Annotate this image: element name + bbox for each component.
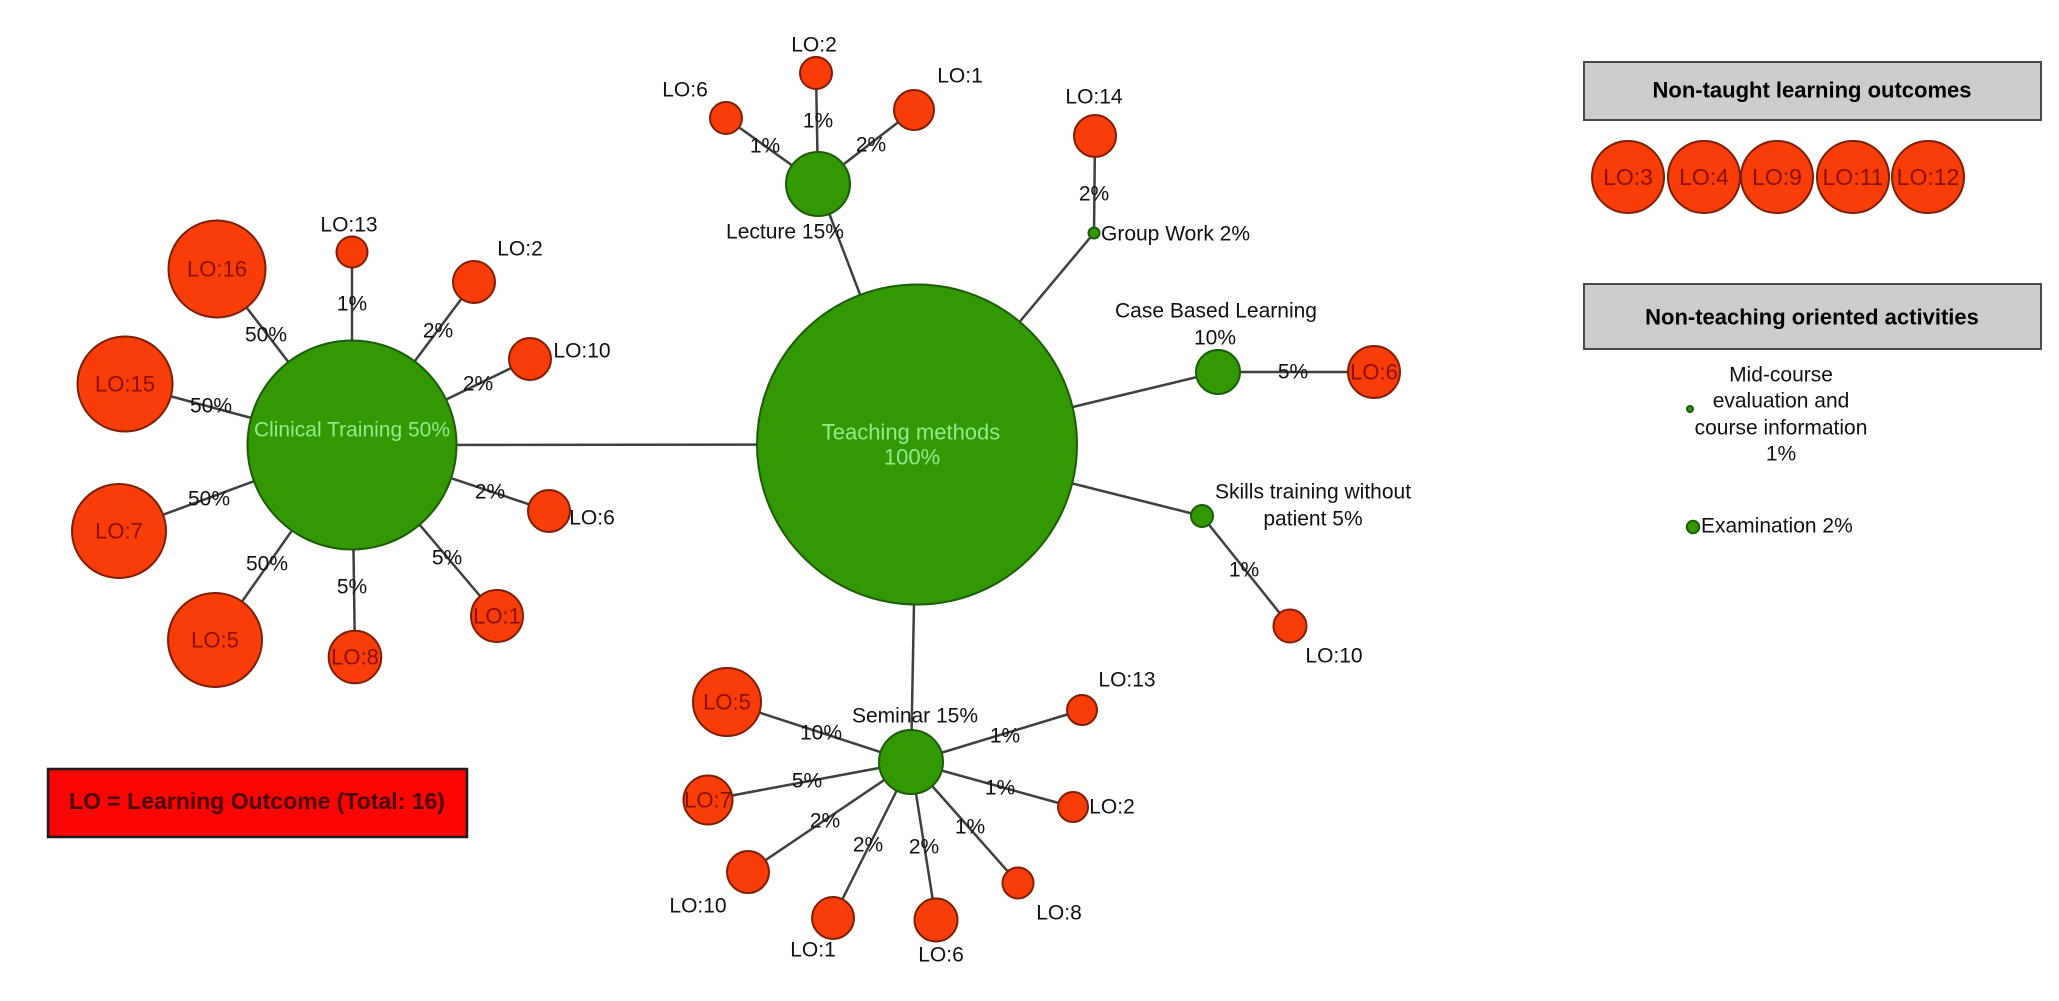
svg-text:evaluation and: evaluation and xyxy=(1713,390,1850,413)
svg-text:Case Based Learning: Case Based Learning xyxy=(1115,300,1317,323)
svg-text:LO:6: LO:6 xyxy=(918,944,964,967)
svg-text:LO:4: LO:4 xyxy=(1679,164,1729,190)
svg-text:patient 5%: patient 5% xyxy=(1263,508,1362,531)
svg-text:1%: 1% xyxy=(337,293,367,316)
svg-text:LO:1: LO:1 xyxy=(790,939,836,962)
svg-text:LO:8: LO:8 xyxy=(1036,902,1082,925)
svg-text:10%: 10% xyxy=(800,722,842,745)
svg-text:100%: 100% xyxy=(884,445,940,470)
svg-text:LO:6: LO:6 xyxy=(1350,360,1398,385)
svg-text:LO:10: LO:10 xyxy=(553,340,610,363)
svg-text:50%: 50% xyxy=(188,488,230,511)
svg-text:LO:13: LO:13 xyxy=(320,214,377,237)
svg-text:5%: 5% xyxy=(432,547,462,570)
svg-text:LO:9: LO:9 xyxy=(1752,164,1802,190)
svg-text:LO:5: LO:5 xyxy=(703,690,751,715)
svg-text:2%: 2% xyxy=(463,373,493,396)
svg-text:LO:6: LO:6 xyxy=(662,79,708,102)
svg-text:LO = Learning Outcome (Total:: LO = Learning Outcome (Total: 16) xyxy=(69,788,445,814)
svg-text:LO:2: LO:2 xyxy=(791,34,837,57)
svg-text:Teaching methods: Teaching methods xyxy=(822,420,1001,445)
svg-text:Seminar 15%: Seminar 15% xyxy=(852,705,978,728)
svg-text:1%: 1% xyxy=(750,135,780,158)
svg-text:1%: 1% xyxy=(990,725,1020,748)
svg-text:2%: 2% xyxy=(853,834,883,857)
svg-text:LO:2: LO:2 xyxy=(1089,796,1135,819)
svg-text:1%: 1% xyxy=(1766,443,1796,466)
svg-text:LO:11: LO:11 xyxy=(1823,164,1884,190)
svg-text:Mid-course: Mid-course xyxy=(1729,364,1833,387)
svg-text:LO:6: LO:6 xyxy=(569,507,615,530)
svg-text:50%: 50% xyxy=(246,553,288,576)
svg-text:LO:2: LO:2 xyxy=(497,238,543,261)
svg-text:Lecture 15%: Lecture 15% xyxy=(726,221,844,244)
svg-text:10%: 10% xyxy=(1194,327,1236,350)
svg-text:LO:14: LO:14 xyxy=(1065,86,1123,109)
svg-text:LO:8: LO:8 xyxy=(331,645,379,670)
svg-text:50%: 50% xyxy=(190,395,232,418)
svg-text:LO:7: LO:7 xyxy=(95,519,143,544)
svg-text:LO:13: LO:13 xyxy=(1098,669,1155,692)
svg-text:1%: 1% xyxy=(803,110,833,133)
svg-text:LO:3: LO:3 xyxy=(1603,164,1653,190)
svg-text:1%: 1% xyxy=(955,816,985,839)
svg-text:LO:10: LO:10 xyxy=(1305,645,1362,668)
svg-text:Examination 2%: Examination 2% xyxy=(1701,515,1853,538)
svg-text:course information: course information xyxy=(1695,417,1868,440)
svg-text:Clinical Training 50%: Clinical Training 50% xyxy=(254,419,450,442)
svg-text:2%: 2% xyxy=(1079,183,1109,206)
svg-text:LO:12: LO:12 xyxy=(1897,164,1960,190)
svg-text:1%: 1% xyxy=(985,777,1015,800)
svg-text:2%: 2% xyxy=(423,320,453,343)
svg-text:5%: 5% xyxy=(1278,361,1308,384)
svg-text:2%: 2% xyxy=(475,481,505,504)
svg-text:Skills training without: Skills training without xyxy=(1215,481,1411,504)
svg-text:1%: 1% xyxy=(1229,559,1259,582)
svg-text:LO:10: LO:10 xyxy=(669,895,726,918)
svg-text:LO:7: LO:7 xyxy=(684,788,732,813)
svg-text:LO:1: LO:1 xyxy=(473,604,521,629)
svg-text:50%: 50% xyxy=(245,324,287,347)
svg-text:2%: 2% xyxy=(810,810,840,833)
svg-text:2%: 2% xyxy=(909,836,939,859)
svg-text:Non-teaching oriented activiti: Non-teaching oriented activities xyxy=(1645,305,1979,330)
svg-text:LO:15: LO:15 xyxy=(95,372,155,397)
svg-text:Non-taught learning outcomes: Non-taught learning outcomes xyxy=(1653,78,1972,103)
svg-text:LO:16: LO:16 xyxy=(187,257,247,282)
svg-text:5%: 5% xyxy=(337,576,367,599)
svg-text:5%: 5% xyxy=(792,770,822,793)
svg-text:LO:1: LO:1 xyxy=(937,65,983,88)
svg-text:2%: 2% xyxy=(856,134,886,157)
svg-text:LO:5: LO:5 xyxy=(191,628,239,653)
svg-text:Group Work 2%: Group Work 2% xyxy=(1101,223,1250,246)
